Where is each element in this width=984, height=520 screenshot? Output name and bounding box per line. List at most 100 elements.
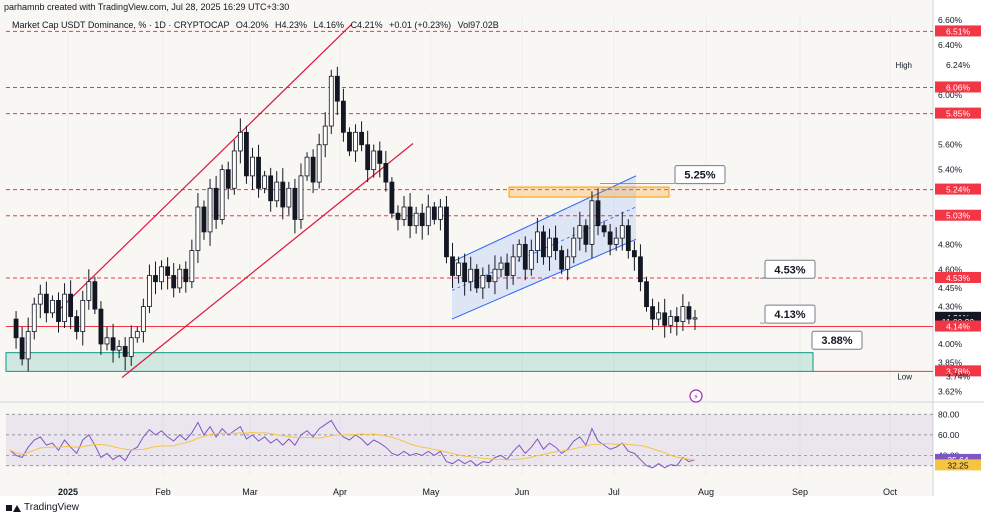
candle-body — [534, 231, 540, 251]
y-tick-label: 3.62% — [938, 386, 963, 396]
candle-body — [692, 317, 698, 320]
candle-body — [213, 187, 219, 220]
candle-body — [522, 243, 528, 270]
candle-body — [43, 293, 49, 314]
candle-body — [25, 331, 31, 360]
x-tick-label: Jul — [608, 487, 620, 497]
price-badge — [935, 320, 981, 332]
candle-body — [92, 281, 98, 310]
candle-body — [644, 281, 649, 308]
candle-body — [595, 200, 601, 227]
lightning-icon — [689, 389, 703, 403]
candle-body — [31, 303, 37, 332]
candle-body — [619, 225, 625, 239]
price-badge-text: 3.78% — [946, 366, 971, 376]
candle-body — [189, 250, 195, 283]
candle-body — [341, 100, 346, 133]
candle-body — [262, 175, 268, 189]
x-tick-label: Aug — [698, 487, 714, 497]
candle-body — [686, 306, 692, 320]
candle-body — [140, 306, 146, 332]
candle-body — [480, 275, 486, 289]
y-tick-label: 4.30% — [938, 302, 963, 312]
price-badge-text: 4.53% — [946, 273, 971, 283]
candle-body — [286, 187, 292, 208]
y-tick-label: 6.00% — [938, 90, 963, 100]
callout-label: 4.13% — [774, 309, 805, 321]
candle-body — [541, 231, 546, 258]
price-badge — [935, 81, 981, 93]
candle-body — [256, 156, 261, 189]
candle-body — [668, 316, 674, 326]
blue-channel-mid — [451, 206, 637, 291]
candle-body — [274, 181, 280, 202]
candle-body — [365, 144, 371, 171]
x-tick-label: Oct — [883, 487, 898, 497]
callout-box — [811, 330, 863, 350]
candle-body — [280, 181, 286, 208]
legend-volume: Vol97.02B — [457, 20, 499, 30]
candle-body — [347, 131, 352, 152]
red-channel-upper — [55, 23, 353, 314]
blue-channel-upper — [451, 175, 637, 263]
candle-body — [625, 225, 631, 251]
rsi-tick-label: 80.00 — [938, 409, 960, 419]
candle-body — [504, 262, 510, 276]
candle-body — [431, 206, 437, 220]
candle-body — [650, 306, 655, 320]
price-badge — [935, 107, 981, 119]
candle-body — [353, 131, 358, 152]
candle-body — [98, 308, 104, 345]
candle-body — [498, 262, 504, 270]
y-tick-label: 4.80% — [938, 239, 963, 249]
candle-body — [413, 212, 419, 227]
candle-body — [383, 163, 389, 183]
candle-body — [80, 299, 86, 332]
candle-body — [201, 206, 207, 233]
candle-body — [292, 187, 298, 220]
candle-body — [153, 275, 158, 283]
rsi-ma-text: 32.25 — [947, 460, 969, 470]
price-badge-text: 5.03% — [946, 211, 971, 221]
price-badge-text: 6.24% — [946, 60, 971, 70]
candle-body — [583, 225, 589, 245]
candle-body — [577, 225, 583, 239]
candle-body — [304, 156, 310, 177]
candle-body — [19, 337, 25, 360]
y-tick-label: 3.85% — [938, 358, 963, 368]
candle-body — [183, 268, 189, 283]
candle-body — [134, 331, 140, 339]
rsi-ma-line — [9, 432, 696, 461]
candle-body — [510, 256, 516, 276]
candle-body — [195, 206, 201, 251]
callout-label: 5.25% — [684, 170, 715, 182]
legend-change: +0.01 (+0.23%) — [389, 20, 452, 30]
candle-body — [68, 293, 74, 317]
candle-body — [147, 275, 152, 308]
candle-body — [219, 169, 225, 220]
candle-body — [177, 268, 183, 289]
tradingview-footer[interactable]: TradingView — [6, 502, 79, 513]
x-tick-label: Sep — [792, 487, 808, 497]
candle-body — [268, 175, 274, 202]
legend-symbol[interactable]: Market Cap USDT Dominance, % · 1D · CRYP… — [12, 20, 230, 30]
candle-body — [250, 156, 255, 177]
price-badge — [935, 209, 981, 221]
candle-body — [110, 337, 116, 351]
candle-body — [456, 262, 461, 276]
rsi-tick-label: 60.00 — [938, 430, 960, 440]
orange-resistance-box — [508, 186, 670, 198]
rsi-line — [9, 419, 696, 469]
candle-body — [231, 150, 237, 189]
candle-body — [86, 281, 92, 301]
candle-body — [171, 275, 177, 289]
candle-body — [680, 306, 686, 322]
candle-body — [322, 125, 328, 146]
callout-label: 4.53% — [774, 264, 805, 276]
price-badge — [935, 183, 981, 195]
price-badge-text: 5.85% — [946, 109, 971, 119]
callout-box — [764, 304, 816, 324]
candle-body — [407, 206, 413, 227]
candle-body — [571, 237, 577, 258]
